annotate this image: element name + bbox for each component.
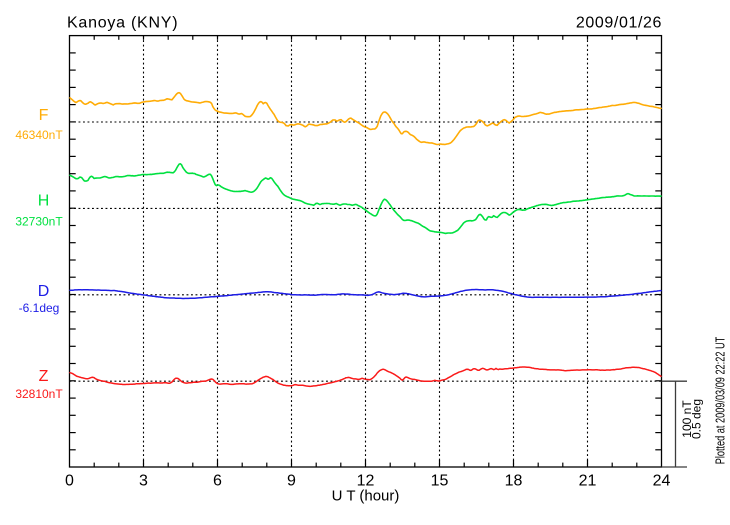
svg-text:32810nT: 32810nT: [15, 387, 63, 401]
svg-text:Z: Z: [39, 368, 49, 385]
svg-text:F: F: [39, 107, 49, 124]
svg-text:Kanoya (KNY): Kanoya (KNY): [67, 14, 178, 31]
svg-text:46340nT: 46340nT: [15, 128, 63, 142]
svg-text:3: 3: [139, 472, 148, 489]
svg-text:2009/01/26: 2009/01/26: [576, 14, 662, 31]
svg-text:U T (hour): U T (hour): [332, 488, 400, 505]
svg-text:21: 21: [579, 472, 597, 489]
svg-text:12: 12: [357, 472, 375, 489]
svg-text:24: 24: [653, 472, 671, 489]
svg-text:15: 15: [431, 472, 449, 489]
svg-text:18: 18: [505, 472, 523, 489]
svg-text:H: H: [38, 193, 50, 210]
svg-text:Plotted at 2009/03/09 22:22 UT: Plotted at 2009/03/09 22:22 UT: [714, 337, 728, 465]
svg-text:100 nT: 100 nT: [680, 400, 694, 438]
svg-text:32730nT: 32730nT: [15, 214, 63, 228]
svg-text:0: 0: [65, 472, 74, 489]
svg-text:0.5 deg: 0.5 deg: [689, 399, 703, 439]
svg-text:6: 6: [213, 472, 222, 489]
svg-text:D: D: [38, 283, 50, 300]
svg-text:9: 9: [287, 472, 296, 489]
svg-text:-6.1deg: -6.1deg: [19, 301, 60, 315]
